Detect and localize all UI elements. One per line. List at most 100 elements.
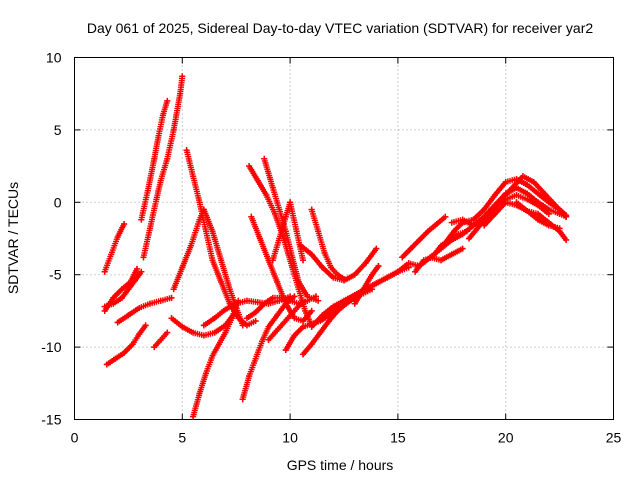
data-point [252,355,259,362]
data-point [524,181,531,188]
data-point [524,190,531,197]
data-point [183,147,190,154]
x-tick-label: 25 [606,430,622,446]
data-point [362,260,369,267]
data-point [513,192,520,199]
data-point [563,213,570,220]
data-point [129,341,136,348]
data-point [252,309,259,316]
data-point [118,286,125,293]
data-point [291,332,298,339]
data-point [519,173,526,180]
data-point [282,346,289,353]
data-point [289,254,296,261]
data-point [114,319,121,326]
data-point [459,216,466,223]
data-point [144,187,151,194]
data-point [246,163,253,170]
data-point [246,373,253,380]
data-point [470,222,477,229]
data-point [498,196,505,203]
data-point [138,268,145,275]
data-point [200,332,207,339]
series-trace-10 [170,206,246,329]
data-point [556,228,563,235]
data-point [315,297,322,304]
data-point [384,274,391,281]
data-point [168,294,175,301]
data-point [108,251,115,258]
x-tick-label: 15 [390,430,406,446]
data-point [261,300,268,307]
data-point [442,239,449,246]
data-point [131,277,138,284]
data-point [215,341,222,348]
data-point [541,190,548,197]
data-point [121,221,128,228]
data-point [265,336,272,343]
data-point [146,225,153,232]
trace-markers [261,155,322,304]
data-point [373,280,380,287]
data-point [287,199,294,206]
data-point [196,390,203,397]
axis-ticks: 0 5 10 15 20 25 -15 -10 -5 0 5 10 [41,50,621,446]
data-point [317,329,324,336]
data-point [272,329,279,336]
data-point [114,234,121,241]
series-trace-14 [239,293,298,403]
x-tick-label: 0 [71,430,79,446]
data-point [276,235,283,242]
data-point [341,276,347,283]
series-trace-6 [138,97,171,223]
data-point [470,216,477,223]
trace-markers [103,322,149,368]
data-point [291,307,298,314]
series-trace-29 [399,213,449,261]
data-point [103,361,110,368]
data-point [254,177,261,184]
data-point [146,300,153,307]
data-point [222,322,229,329]
data-point [276,206,283,213]
data-point [153,196,160,203]
grid [74,57,614,420]
data-point [151,344,158,351]
data-point [125,286,132,293]
data-point [125,312,132,319]
data-point [222,329,229,336]
data-point [282,228,289,235]
data-point [239,396,246,403]
series-trace-15 [243,293,319,322]
data-point [459,231,466,238]
chart-title: Day 061 of 2025, Sidereal Day-to-day VTE… [87,20,593,36]
y-tick-label: -15 [41,412,61,428]
data-point [168,315,175,322]
data-point [420,257,427,264]
data-point [157,297,164,304]
data-point [375,263,382,270]
data-point [297,242,304,249]
data-point [330,274,337,281]
data-point [179,264,186,271]
data-point [164,155,171,162]
data-point [438,257,445,264]
x-tick-label: 20 [498,430,514,446]
data-point [196,199,203,206]
data-points [101,73,570,420]
data-point [448,219,455,226]
data-point [300,351,307,358]
data-point [218,257,225,264]
data-point [187,242,194,249]
data-point [302,307,309,314]
data-point [254,299,261,306]
data-point [136,331,143,338]
data-point [394,268,401,275]
data-point [334,271,341,278]
data-point [235,315,242,322]
data-point [291,293,298,300]
y-axis-label: SDTVAR / TECUs [5,182,21,294]
data-point [524,207,531,214]
data-point [272,210,279,217]
